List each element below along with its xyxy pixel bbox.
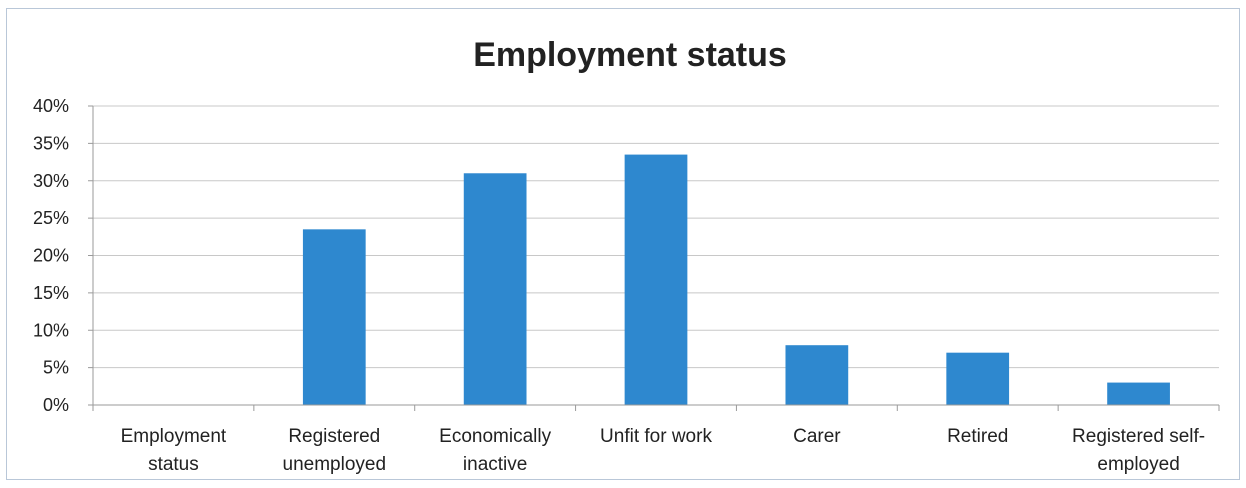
x-category-label: Registered self-employed [1072,426,1205,475]
y-tick-label: 0% [43,395,69,415]
bar [785,345,849,405]
x-axis-categories: Employment status Registered unemployed Econ… [121,426,1205,475]
chart-title: Employment status [473,36,787,74]
y-tick-label: 20% [33,246,69,266]
y-tick-label: 5% [43,358,69,378]
y-tick-label: 25% [33,208,69,228]
x-category-label: Registered unemployed [283,426,387,475]
y-tick-label: 15% [33,283,69,303]
x-category-label: Economically inactive [439,426,551,475]
bar [302,229,366,405]
bar [946,352,1010,405]
x-axis [92,106,1220,411]
x-category-label: Unfit for work [600,426,712,447]
x-category-label: Employment status [121,426,227,475]
chart-frame [6,8,1240,480]
bar [463,173,527,405]
y-tick-label: 35% [33,133,69,153]
y-tick-label: 30% [33,171,69,191]
y-axis-ticks: 0% 5% 10% 15% 20% 25% 30% 35% 40% [33,96,93,415]
x-category-label: Carer [793,426,841,447]
y-tick-label: 40% [33,96,69,116]
bar [1107,382,1170,405]
bar [624,154,688,405]
bars [302,154,1170,405]
y-tick-label: 10% [33,320,69,340]
x-category-label: Retired [947,426,1008,447]
